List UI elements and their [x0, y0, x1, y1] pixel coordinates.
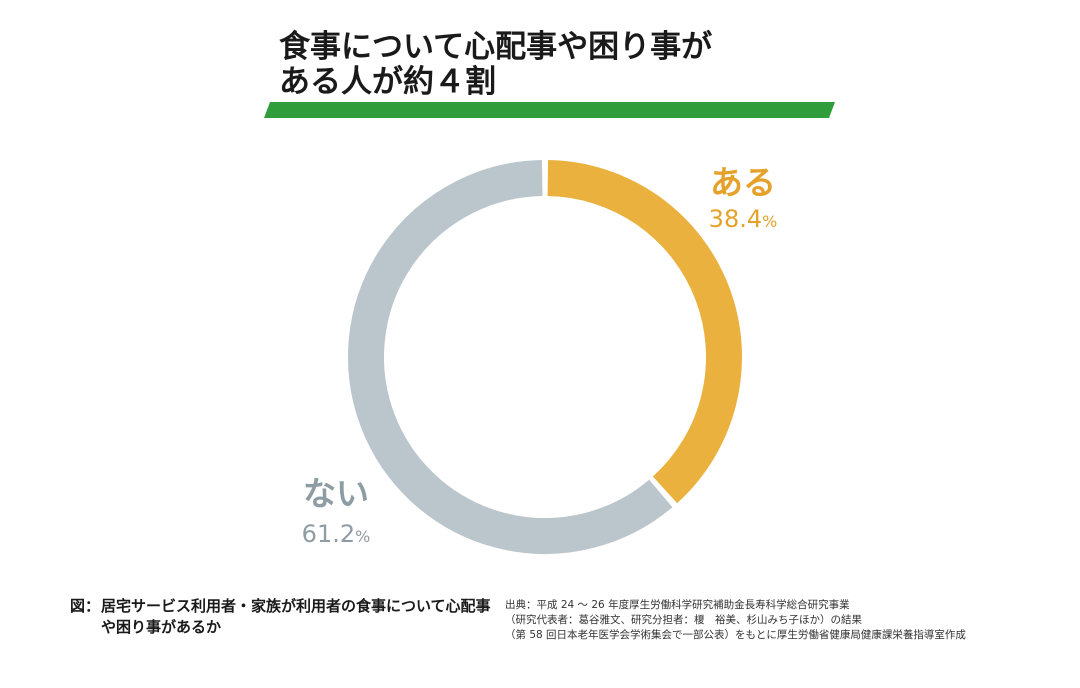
source-line2: （研究代表者：葛谷雅文、研究分担者：榎 裕美、杉山みち子ほか）の結果 — [505, 614, 862, 626]
donut-slice-aru — [547, 160, 742, 504]
slice-value-aru: 38.4% — [709, 205, 778, 233]
title-accent-bar — [264, 102, 835, 118]
caption-text: 居宅サービス利用者・家族が利用者の食事について心配事や困り事があるか — [101, 597, 491, 636]
slice-unit-aru: % — [762, 212, 777, 231]
caption-prefix: 図： — [70, 597, 101, 615]
source-line3: （第 58 回日本老年医学会学術集会で一部公表）をもとに厚生労働省健康局健康課栄… — [505, 629, 966, 641]
chart-title-line2: ある人が約４割 — [279, 64, 496, 100]
chart-title-line1: 食事について心配事や困り事が — [279, 29, 713, 65]
slice-label-aru: ある — [710, 163, 776, 202]
source-note: 出典：平成 24 ～ 26 年度厚生労働科学研究補助金長寿科学総合研究事業 （研… — [505, 598, 1065, 643]
figure-caption: 図： 居宅サービス利用者・家族が利用者の食事について心配事や困り事があるか — [70, 596, 500, 638]
slice-label-nai: ない — [303, 474, 369, 513]
source-line1: 出典：平成 24 ～ 26 年度厚生労働科学研究補助金長寿科学総合研究事業 — [505, 599, 850, 611]
donut-slice-nai — [348, 160, 673, 554]
slice-unit-nai: % — [355, 527, 370, 546]
slice-value-nai: 61.2% — [302, 520, 371, 548]
chart-title: 食事について心配事や困り事が ある人が約４割 — [279, 30, 819, 100]
